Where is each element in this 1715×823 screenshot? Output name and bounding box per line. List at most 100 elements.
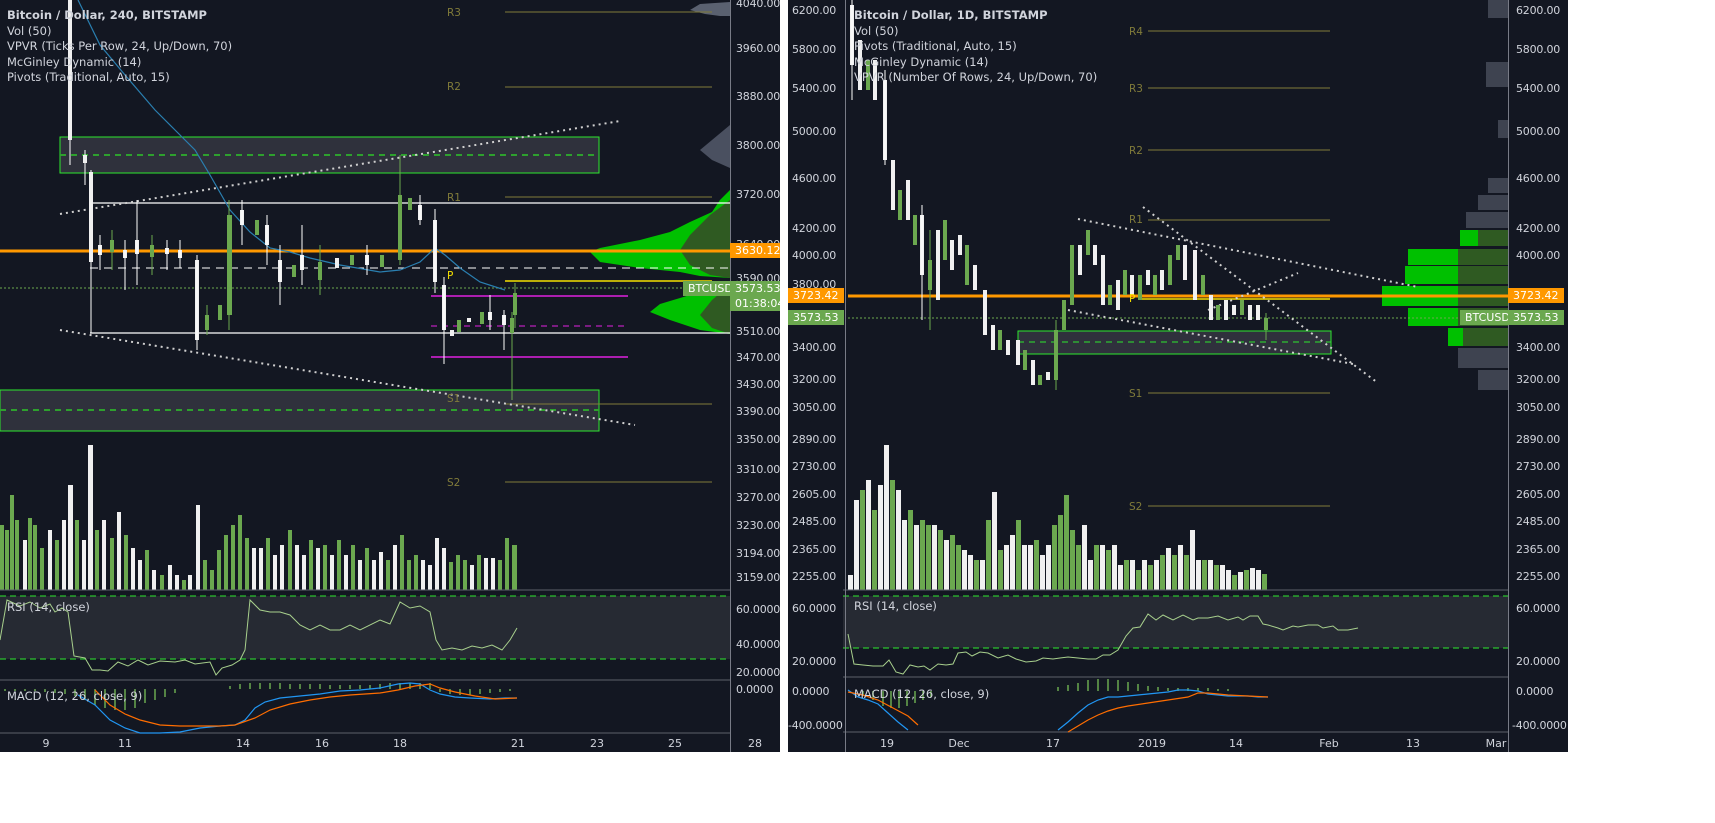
time-tick: Feb (1319, 737, 1339, 750)
rsi-tick: 60.0000 (1516, 602, 1561, 615)
price-tick: 2890.00 (792, 433, 837, 446)
indicator-vpvr[interactable]: VPVR (Ticks Per Row, 24, Up/Down, 70) (7, 39, 233, 53)
rsi-tick: 60.0000 (736, 603, 780, 616)
price-tick: 3390.00 (736, 405, 780, 418)
orange-price-tag-left: 3723.42 (788, 288, 844, 303)
symbol-title[interactable]: Bitcoin / Dollar, 1D, BITSTAMP (854, 8, 1048, 22)
price-tick: 3159.00 (736, 571, 780, 584)
price-tick: 3200.00 (1516, 373, 1561, 386)
indicator-vol[interactable]: Vol (50) (854, 23, 899, 38)
rsi-tick: 20.0000 (736, 666, 780, 679)
candles (850, 0, 1268, 390)
panel-divider[interactable] (780, 0, 788, 752)
last-price-tag-left: 3573.53 (788, 310, 844, 325)
price-tick: 6200.00 (1516, 4, 1561, 17)
time-tick: 2019 (1138, 737, 1166, 750)
macd-tick: 0.0000 (736, 683, 774, 696)
volume-bars (0, 445, 517, 590)
price-tick: 5000.00 (1516, 125, 1561, 138)
price-tick: 5000.00 (792, 125, 837, 138)
pivot-label-s2: S2 (1129, 501, 1143, 513)
price-tick: 4600.00 (1516, 172, 1561, 185)
price-tick: 3400.00 (792, 341, 837, 354)
right-chart-canvas[interactable] (788, 0, 1568, 752)
price-tick: 2730.00 (1516, 460, 1561, 473)
pivot-label-r3: R3 (447, 7, 461, 19)
price-tick: 3400.00 (1516, 341, 1561, 354)
left-price-axis[interactable]: 4040.00 3960.00 3880.00 3800.00 3720.00 … (730, 0, 780, 752)
price-tick: 3430.00 (736, 378, 780, 391)
price-tick: 2365.00 (792, 543, 837, 556)
right-chart-panel[interactable]: Bitcoin / Dollar, 1D, BITSTAMP Vol (50) … (788, 0, 1568, 752)
price-tick: 5800.00 (1516, 43, 1561, 56)
price-tick: 4040.00 (736, 0, 780, 10)
price-tick: 2485.00 (1516, 515, 1561, 528)
price-tick: 3350.00 (736, 433, 780, 446)
vpvr-blocks (1382, 0, 1508, 390)
price-tick: 3310.00 (736, 463, 780, 476)
right-price-axis-left[interactable]: 6200.00 5800.00 5400.00 5000.00 4600.00 … (788, 0, 846, 752)
price-tick: 4600.00 (792, 172, 837, 185)
indicator-vpvr[interactable]: VPVR (Number Of Rows, 24, Up/Down, 70) (854, 70, 1098, 84)
price-tick: 5400.00 (792, 82, 837, 95)
left-chart-panel[interactable]: Bitcoin / Dollar, 240, BITSTAMP Vol (50)… (0, 0, 780, 752)
indicator-mcginley[interactable]: McGinley Dynamic (14) (854, 54, 989, 69)
price-tick: 2605.00 (1516, 488, 1561, 501)
time-tick: 17 (1046, 737, 1060, 750)
price-tick: 3470.00 (736, 351, 780, 364)
time-tick: 18 (393, 737, 407, 750)
pivot-label-r2: R2 (447, 81, 461, 93)
time-tick: 23 (590, 737, 604, 750)
right-chart-legend: Bitcoin / Dollar, 1D, BITSTAMP Vol (50) … (854, 8, 1097, 86)
macd-label[interactable]: MACD (12, 26, close, 9) (7, 689, 143, 703)
price-tick: 3510.00 (736, 325, 780, 338)
price-tick: 3270.00 (736, 491, 780, 504)
pivot-label-r3: R3 (1129, 83, 1143, 95)
price-tick: 3800.00 (736, 139, 780, 152)
time-tick: 13 (1406, 737, 1420, 750)
indicator-pivots[interactable]: Pivots (Traditional, Auto, 15) (7, 70, 170, 84)
price-tick: 4000.00 (792, 249, 837, 262)
price-tick: 3194.00 (736, 547, 780, 560)
rsi-tick: 40.0000 (736, 638, 780, 651)
rsi-tick: 20.0000 (1516, 655, 1561, 668)
volume-bars (848, 445, 1267, 590)
price-tick: 3230.00 (736, 519, 780, 532)
price-tick: 2730.00 (792, 460, 837, 473)
macd-tick: 0.0000 (792, 685, 830, 698)
pivot-label-p: P (1129, 293, 1136, 305)
last-price-tag: 3573.53 (730, 281, 780, 296)
price-tick: 3050.00 (1516, 401, 1561, 414)
indicator-pivots[interactable]: Pivots (Traditional, Auto, 15) (854, 39, 1017, 53)
price-tick: 2890.00 (1516, 433, 1561, 446)
indicator-mcginley[interactable]: McGinley Dynamic (14) (7, 54, 142, 69)
bar-countdown-tag: 01:38:04 (730, 296, 780, 311)
time-tick: 21 (511, 737, 525, 750)
symbol-title[interactable]: Bitcoin / Dollar, 240, BITSTAMP (7, 8, 207, 22)
price-tick: 2485.00 (792, 515, 837, 528)
macd-label[interactable]: MACD (12, 26, close, 9) (854, 687, 990, 701)
price-tick: 3050.00 (792, 401, 837, 414)
rsi-label[interactable]: RSI (14, close) (854, 599, 937, 613)
price-tick: 2605.00 (792, 488, 837, 501)
time-tick: Mar (1485, 737, 1507, 750)
price-tick: 2255.00 (792, 570, 837, 583)
left-chart-canvas[interactable] (0, 0, 780, 752)
last-price-tag-right: 3573.53 (1508, 310, 1564, 325)
price-tick: 4200.00 (792, 222, 837, 235)
time-tick: 9 (42, 737, 50, 750)
orange-price-tag-right: 3723.42 (1508, 288, 1564, 303)
pivot-label-s1: S1 (1129, 388, 1143, 400)
pivot-label-s2: S2 (447, 477, 461, 489)
pivot-label-r1: R1 (447, 192, 461, 204)
pivot-label-r4: R4 (1129, 26, 1143, 38)
time-tick: 28 (748, 737, 762, 750)
pivot-label-r1: R1 (1129, 214, 1143, 226)
price-tick: 3960.00 (736, 42, 780, 55)
indicator-vol[interactable]: Vol (50) (7, 23, 52, 38)
price-tick: 4000.00 (1516, 249, 1561, 262)
right-price-axis-right[interactable]: 6200.00 5800.00 5400.00 5000.00 4600.00 … (1508, 0, 1568, 752)
rsi-label[interactable]: RSI (14, close) (7, 600, 90, 614)
symbol-tag: BTCUSD (1460, 310, 1515, 325)
price-tick: 2255.00 (1516, 570, 1561, 583)
